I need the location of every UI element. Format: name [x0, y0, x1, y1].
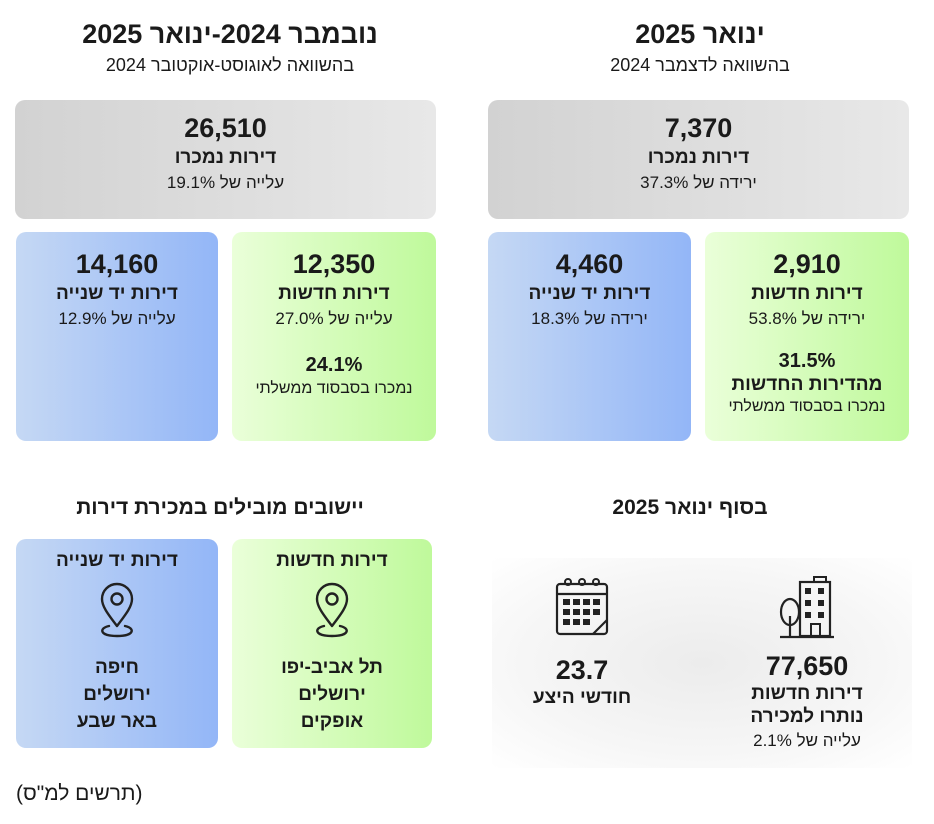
right-header-subtitle: בהשוואה לדצמבר 2024 [610, 55, 790, 75]
left-second-label: דירות יד שנייה [56, 283, 178, 304]
left-header-title: נובמבר 2024-ינואר 2025 [82, 19, 378, 49]
leading-new-city: ירושלים [298, 684, 366, 705]
leading-second-city: חיפה [95, 657, 139, 678]
location-pin-icon [16, 582, 218, 640]
leading-section-title: יישובים מובילים במכירת דירות [76, 496, 364, 519]
right-total-card: 7,370 דירות נמכרו ירידה של 37.3% [488, 100, 909, 219]
leading-second-title: דירות יד שנייה [56, 550, 178, 571]
left-new-subsidy-pct: 24.1% [305, 354, 363, 376]
right-second-value: 4,460 [555, 249, 624, 279]
left-header-subtitle: בהשוואה לאוגוסט-אוקטובר 2024 [105, 55, 355, 75]
right-total-value: 7,370 [664, 113, 733, 143]
right-new-subsidy-label: מהדירות החדשות [731, 374, 883, 395]
inventory-change: עלייה של 2.1% [753, 731, 861, 750]
leading-new-city: תל אביב-יפו [281, 657, 383, 678]
right-header-title: ינואר 2025 [635, 19, 765, 49]
left-new-change: עלייה של 27.0% [275, 309, 393, 328]
location-pin-icon [232, 582, 432, 640]
leading-second-city: ירושלים [83, 684, 151, 705]
right-second-hand-card: 4,460 דירות יד שנייה ירידה של 18.3% [488, 232, 691, 441]
left-total-label: דירות נמכרו [174, 147, 277, 168]
leading-new-cities: תל אביב-יפו ירושלים אופקים [232, 654, 432, 735]
leading-second-city: באר שבע [76, 711, 158, 732]
left-second-change: עלייה של 12.9% [58, 309, 176, 328]
end-section-panel: 77,650 דירות חדשות נותרו למכירה עלייה של… [492, 558, 912, 768]
calendar-icon [512, 576, 652, 638]
left-new-subsidy-text: נמכרו בסבסוד ממשלתי [255, 380, 413, 397]
left-total-value: 26,510 [184, 113, 267, 143]
inventory-block: 77,650 דירות חדשות נותרו למכירה עלייה של… [727, 576, 887, 751]
right-header: ינואר 2025 בהשוואה לדצמבר 2024 [500, 18, 900, 76]
left-new-label: דירות חדשות [278, 283, 390, 304]
building-icon [727, 576, 887, 640]
left-total-card: 26,510 דירות נמכרו עלייה של 19.1% [15, 100, 436, 219]
leading-second-cities: חיפה ירושלים באר שבע [16, 654, 218, 735]
left-second-hand-card: 14,160 דירות יד שנייה עלייה של 12.9% [16, 232, 218, 441]
right-new-change: ירידה של 53.8% [748, 309, 866, 328]
left-new-value: 12,350 [292, 249, 376, 279]
leading-new-card: דירות חדשות תל אביב-יפו ירושלים אופקים [232, 539, 432, 748]
right-second-label: דירות יד שנייה [528, 283, 651, 304]
leading-new-title: דירות חדשות [276, 550, 388, 571]
left-second-value: 14,160 [75, 249, 159, 279]
right-new-value: 2,910 [773, 249, 841, 279]
months-value: 23.7 [555, 655, 609, 685]
right-new-subsidy-text: נמכרו בסבסוד ממשלתי [728, 398, 886, 415]
source-footnote: (תרשים למ"ס) [16, 782, 143, 805]
leading-new-city: אופקים [300, 711, 364, 732]
right-new-label: דירות חדשות [751, 283, 863, 304]
right-new-card: 2,910 דירות חדשות ירידה של 53.8% 31.5% מ… [705, 232, 909, 441]
right-new-subsidy-pct: 31.5% [778, 350, 836, 372]
inventory-label-2: נותרו למכירה [750, 706, 864, 727]
inventory-label-1: דירות חדשות [751, 683, 863, 704]
inventory-value: 77,650 [765, 651, 849, 681]
end-section-title: בסוף ינואר 2025 [612, 496, 768, 519]
left-header: נובמבר 2024-ינואר 2025 בהשוואה לאוגוסט-א… [30, 18, 430, 76]
right-total-change: ירידה של 37.3% [640, 173, 757, 192]
left-total-change: עלייה של 19.1% [166, 173, 285, 192]
leading-second-card: דירות יד שנייה חיפה ירושלים באר שבע [16, 539, 218, 748]
right-total-label: דירות נמכרו [647, 147, 750, 168]
left-new-card: 12,350 דירות חדשות עלייה של 27.0% 24.1% … [232, 232, 436, 441]
right-second-change: ירידה של 18.3% [531, 309, 648, 328]
months-label: חודשי היצע [532, 687, 632, 708]
months-block: 23.7 חודשי היצע [512, 576, 652, 709]
